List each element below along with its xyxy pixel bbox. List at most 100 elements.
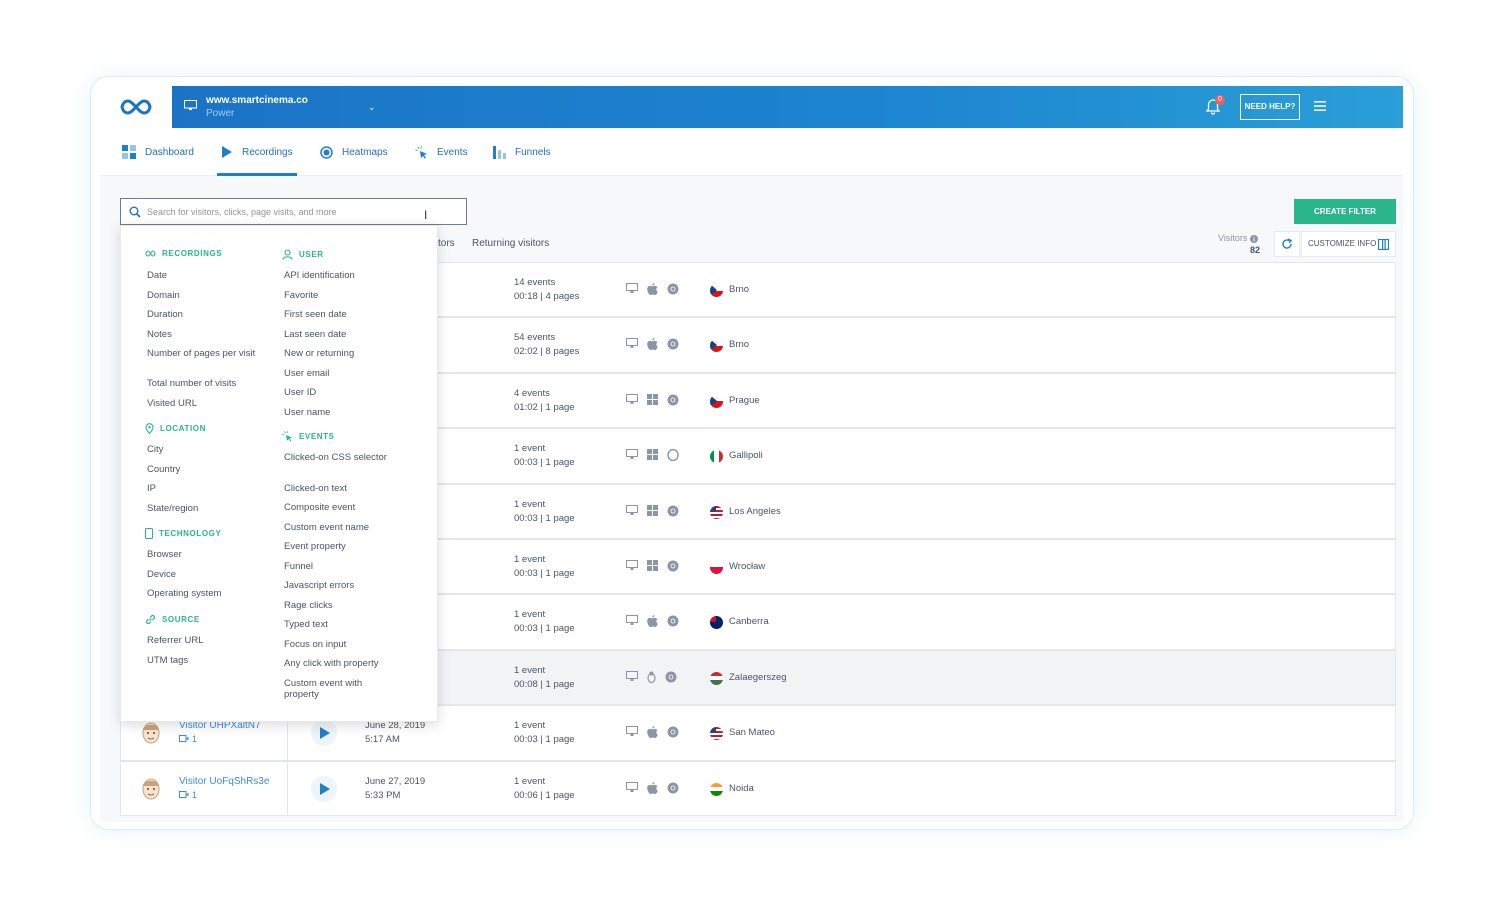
filter-option[interactable]: Duration [147, 309, 183, 320]
filter-option[interactable]: Custom event name [284, 521, 370, 533]
play-recording-button[interactable] [311, 775, 337, 802]
filter-option[interactable]: Funnel [284, 560, 314, 572]
filter-option[interactable]: Custom event with property [284, 677, 363, 700]
tab-funnels[interactable]: Funnels [493, 128, 551, 176]
section-title: SOURCE [162, 615, 200, 624]
tab-heatmaps[interactable]: Heatmaps [320, 128, 388, 176]
chevron-down-icon[interactable]: ⌄ [368, 102, 376, 112]
site-plan: Power [206, 108, 235, 119]
filter-option[interactable]: Any click with property [284, 658, 379, 669]
duration-pages: 00:03 | 1 page [514, 734, 575, 746]
visitor-name-link[interactable]: Visitor UHPXaltN7 [179, 720, 261, 732]
filter-option[interactable]: User ID [284, 387, 317, 398]
country-flag-icon [710, 727, 723, 741]
chrome-icon [667, 726, 679, 738]
customize-info-button[interactable]: CUSTOMIZE INFO [1301, 231, 1396, 257]
filter-option[interactable]: Composite event [284, 502, 356, 513]
section-header-events: EVENTS [282, 431, 335, 442]
filter-option[interactable]: Clicked-on CSS selector [284, 452, 387, 463]
filter-option[interactable]: New or returning [284, 348, 355, 359]
duration-pages: 02:02 | 8 pages [514, 346, 580, 358]
city-name: Wrocław [729, 560, 766, 572]
filter-option[interactable]: Notes [147, 328, 172, 340]
filter-option[interactable]: First seen date [284, 309, 347, 320]
chrome-icon [667, 283, 679, 295]
customize-label: CUSTOMIZE INFO [1308, 239, 1377, 248]
tab-events[interactable]: Events [415, 128, 468, 176]
chrome-icon [667, 394, 679, 406]
table-row[interactable]: Visitor UoFqShRs3e 1 June 27, 2019 5:33 PM 1… [120, 760, 1396, 816]
hamburger-menu-icon[interactable] [1314, 100, 1326, 112]
desktop-icon [626, 393, 638, 404]
filter-option[interactable]: Number of pages per visit [147, 348, 256, 359]
visitors-count: 82 [1250, 245, 1261, 255]
duration-pages: 01:02 | 1 page [514, 401, 575, 413]
filter-option[interactable]: Rage clicks [284, 599, 333, 611]
play-recording-button[interactable] [311, 720, 337, 747]
monitor-icon [184, 100, 197, 110]
section-header-recordings: RECORDINGS [145, 249, 222, 258]
filter-option[interactable]: Favorite [284, 289, 319, 301]
recordings-count: 1 [179, 734, 197, 744]
filter-option[interactable]: Typed text [284, 619, 328, 630]
recording-date: June 28, 2019 [365, 720, 426, 732]
filter-option[interactable]: Country [147, 463, 181, 475]
filter-dropdown: RECORDINGS Date Domain Duration Notes Number … [120, 225, 438, 722]
dashboard-icon [122, 145, 136, 159]
search-input[interactable] [147, 203, 437, 221]
filter-option[interactable]: Operating system [147, 588, 222, 599]
filter-option[interactable]: City [147, 444, 164, 455]
smartlook-logo-icon[interactable] [120, 98, 152, 116]
app-window: www.smartcinema.co Power ⌄ 0 NEED HELP? … [100, 86, 1403, 822]
filter-option[interactable]: User email [284, 367, 330, 379]
column-header-visitors[interactable]: tors [438, 238, 455, 249]
filter-option[interactable]: Last seen date [284, 328, 347, 340]
filter-option[interactable]: Visited URL [147, 397, 197, 409]
filter-option[interactable]: Referrer URL [147, 635, 204, 646]
recordings-count: 1 [179, 790, 197, 800]
filter-option[interactable]: IP [147, 483, 156, 494]
column-header-returning[interactable]: Returning visitors [472, 238, 550, 249]
site-selector[interactable]: www.smartcinema.co Power ⌄ [172, 86, 1403, 128]
visitors-label-text: Visitors [1218, 233, 1248, 243]
visitor-name-link[interactable]: Visitor UoFqShRs3e [179, 775, 270, 787]
site-name: www.smartcinema.co [206, 95, 308, 106]
duration-pages: 00:08 | 1 page [514, 678, 575, 690]
top-bar: www.smartcinema.co Power ⌄ 0 NEED HELP? [100, 86, 1403, 128]
search-box[interactable] [120, 198, 467, 225]
tab-dashboard[interactable]: Dashboard [122, 128, 194, 176]
filter-option[interactable]: Date [147, 270, 168, 281]
filter-option[interactable]: Total number of visits [147, 378, 237, 389]
events-count: 1 event [514, 720, 546, 732]
chrome-icon [667, 615, 679, 627]
avatar-icon [142, 722, 160, 744]
filter-option[interactable]: Javascript errors [284, 580, 355, 591]
create-filter-button[interactable]: CREATE FILTER [1294, 199, 1396, 224]
need-help-button[interactable]: NEED HELP? [1240, 94, 1300, 120]
desktop-icon [626, 670, 638, 681]
filter-option[interactable]: User name [284, 406, 331, 418]
apple-icon [647, 338, 658, 351]
filter-option[interactable]: Device [147, 568, 177, 580]
filter-option[interactable]: API identification [284, 270, 355, 281]
filter-option[interactable]: Domain [147, 289, 180, 301]
filter-option[interactable]: Browser [147, 549, 182, 560]
filter-option[interactable]: State/region [147, 502, 199, 514]
filter-option[interactable]: Event property [284, 541, 346, 552]
video-icon [179, 790, 189, 798]
desktop-icon [626, 283, 638, 293]
country-flag-icon [710, 450, 723, 464]
technology-icons [626, 781, 679, 794]
filter-option[interactable]: Clicked-on text [284, 482, 347, 494]
desktop-icon [626, 559, 638, 570]
windows-icon [647, 393, 658, 405]
column-divider [287, 761, 288, 815]
technology-icons [626, 670, 677, 683]
filter-option[interactable]: UTM tags [147, 654, 189, 666]
city-name: Los Angeles [729, 505, 781, 517]
refresh-button[interactable] [1274, 231, 1300, 257]
filter-option[interactable]: Focus on input [284, 638, 347, 650]
windows-icon [647, 504, 658, 516]
events-count: 54 events [514, 332, 556, 344]
tab-recordings[interactable]: Recordings [217, 128, 297, 176]
